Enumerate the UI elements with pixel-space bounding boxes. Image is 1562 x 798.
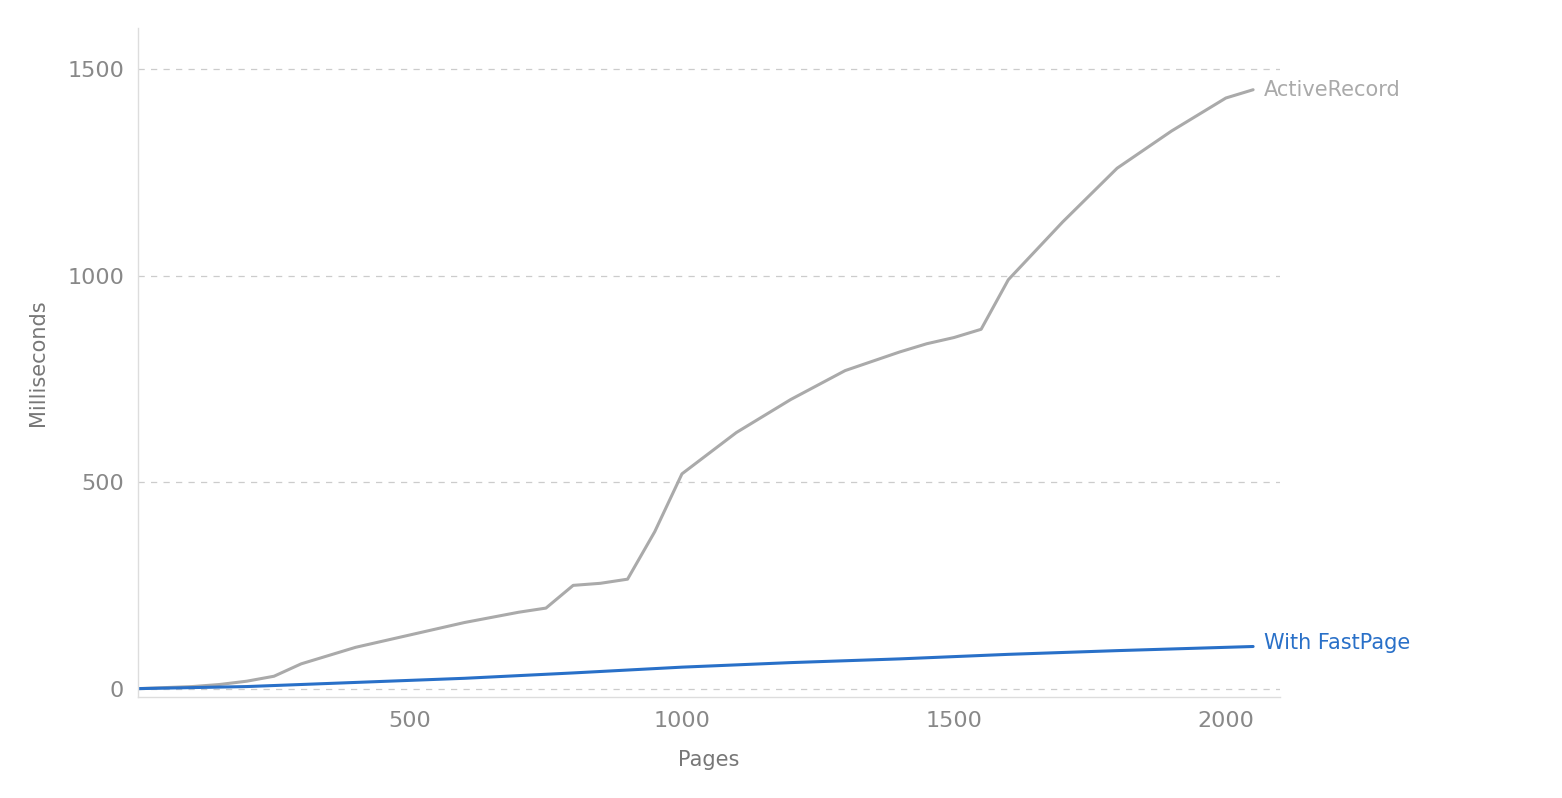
Y-axis label: Milliseconds: Milliseconds: [28, 299, 48, 425]
Text: ActiveRecord: ActiveRecord: [1264, 80, 1401, 100]
X-axis label: Pages: Pages: [678, 750, 740, 770]
Text: With FastPage: With FastPage: [1264, 633, 1410, 654]
